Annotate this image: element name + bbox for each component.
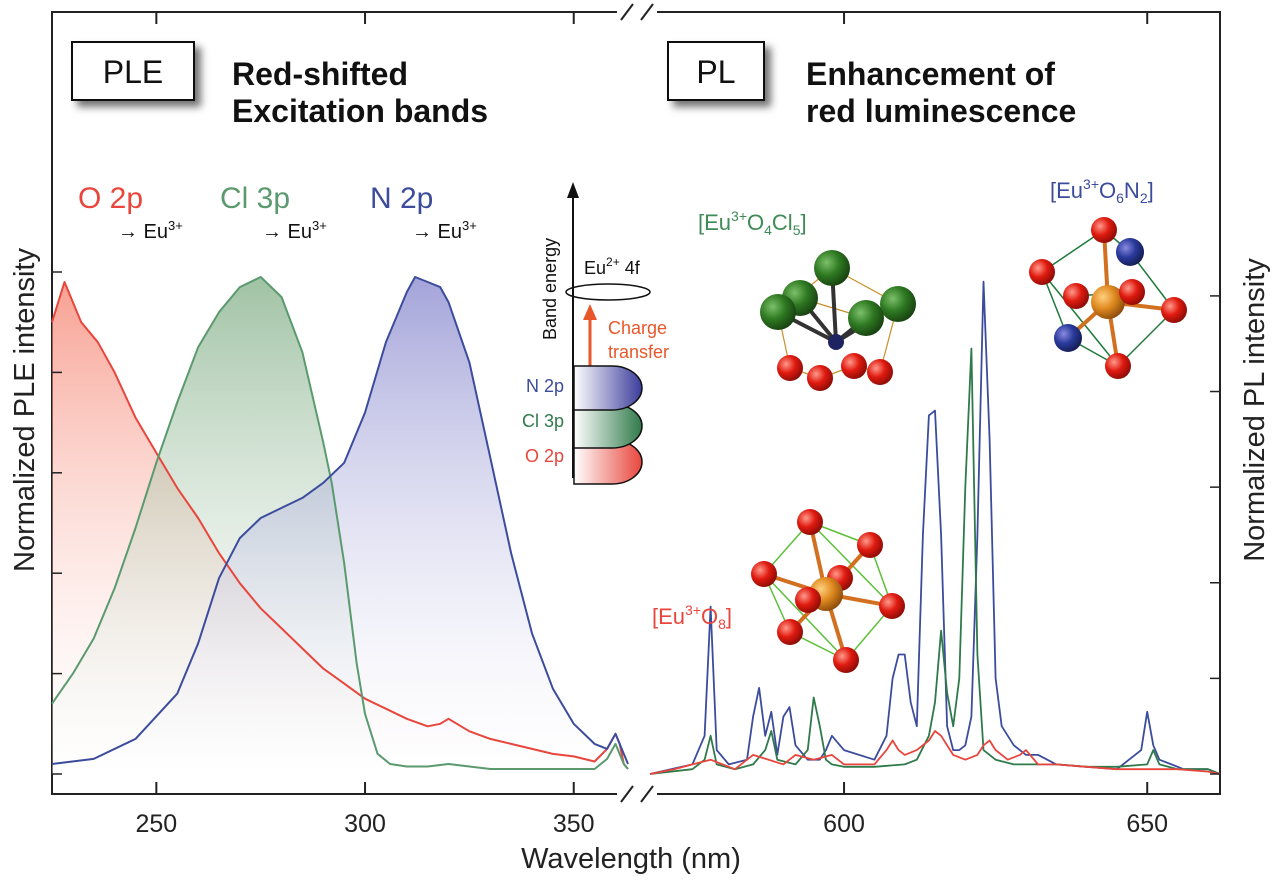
charge-transfer-label-1: Charge <box>608 318 667 338</box>
cluster-o8 <box>751 509 905 673</box>
x-tick-label-0-1: 300 <box>344 810 386 838</box>
ple-heading-line2: Excitation bands <box>232 93 488 129</box>
ple-series-2 <box>51 276 629 765</box>
x-axis-title: Wavelength (nm) <box>521 843 741 875</box>
site-label-o8: [Eu3+O8] <box>652 602 732 632</box>
band-n2p-label: N 2p <box>526 376 564 396</box>
pl-heading-line2: red luminescence <box>806 93 1076 129</box>
axis-break-top <box>617 3 657 21</box>
cluster-o6n2 <box>1029 217 1187 379</box>
ple-series-0 <box>51 281 629 770</box>
ticks: 250 300 350 600 650 <box>52 12 1220 838</box>
axis-break-bottom <box>617 785 657 803</box>
ple-box-label: PLE <box>103 54 163 90</box>
cluster-o4cl5 <box>760 250 916 391</box>
pl-box-label: PL <box>696 54 735 90</box>
x-tick-label-1-0: 600 <box>823 810 865 838</box>
x-tick-label-1-1: 650 <box>1126 810 1168 838</box>
pl-box <box>667 41 765 101</box>
transition-n-target: → Eu3+ <box>412 218 477 243</box>
pl-y-axis-title: Normalized PL intensity <box>1239 258 1271 562</box>
charge-transfer-label-2: transfer <box>608 342 669 362</box>
band-cl3p-label: Cl 3p <box>522 411 564 431</box>
site-label-o6n2: [Eu3+O6N2] <box>1050 176 1154 206</box>
transition-cl-band: Cl 3p <box>220 182 290 215</box>
band-energy-diagram: Band energy Eu2+ 4f Charge transfer N 2p… <box>522 182 669 485</box>
transition-n-band: N 2p <box>370 182 433 215</box>
transition-cl-target: → Eu3+ <box>262 218 327 243</box>
ple-box <box>71 41 195 101</box>
ple-y-axis-title: Normalized PLE intensity <box>9 248 41 572</box>
x-tick-label-0-0: 250 <box>135 810 177 838</box>
band-o2p-label: O 2p <box>525 446 564 466</box>
pl-lines <box>649 280 1221 775</box>
eu-4f-level-label: Eu2+ 4f <box>584 255 641 278</box>
site-label-o4cl5: [Eu3+O4Cl5] <box>698 208 807 238</box>
ple-heading-line1: Red-shifted <box>232 56 408 92</box>
ple-areas <box>52 277 628 774</box>
pl-heading-line1: Enhancement of <box>806 56 1055 92</box>
x-tick-label-0-2: 350 <box>553 810 595 838</box>
transition-o-target: → Eu3+ <box>118 218 183 243</box>
band-energy-label: Band energy <box>540 238 560 340</box>
pl-series-2 <box>649 730 1221 775</box>
ple-lines <box>51 276 629 770</box>
ple-series-1 <box>51 276 629 770</box>
transition-o-band: O 2p <box>78 182 143 215</box>
